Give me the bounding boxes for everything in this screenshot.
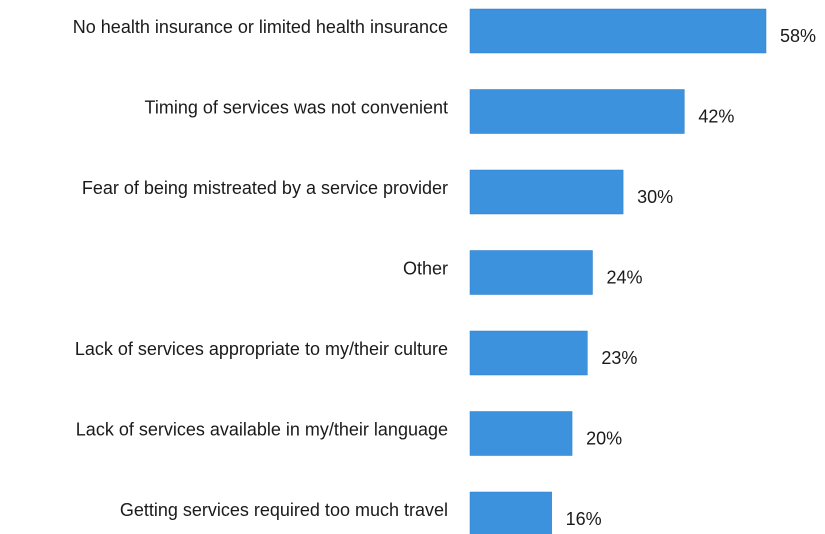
value-label: 24%: [606, 267, 642, 287]
value-label: 30%: [637, 187, 673, 207]
bar: [469, 330, 588, 376]
category-label: Lack of services appropriate to my/their…: [75, 339, 448, 359]
bar: [469, 491, 552, 534]
bar: [469, 169, 624, 215]
bar: [469, 411, 573, 456]
bar: [469, 8, 767, 54]
bar: [469, 250, 593, 295]
value-label: 23%: [601, 348, 637, 368]
value-label: 42%: [698, 106, 734, 126]
category-label: Lack of services available in my/their l…: [76, 419, 448, 439]
category-label: Other: [403, 258, 448, 278]
category-label: No health insurance or limited health in…: [73, 17, 448, 37]
category-label: Fear of being mistreated by a service pr…: [82, 178, 448, 198]
category-label: Getting services required too much trave…: [120, 500, 448, 520]
category-label: Timing of services was not convenient: [145, 97, 448, 117]
value-label: 20%: [586, 428, 622, 448]
bar: [469, 89, 685, 134]
value-label: 16%: [566, 509, 602, 529]
value-label: 58%: [780, 26, 816, 46]
